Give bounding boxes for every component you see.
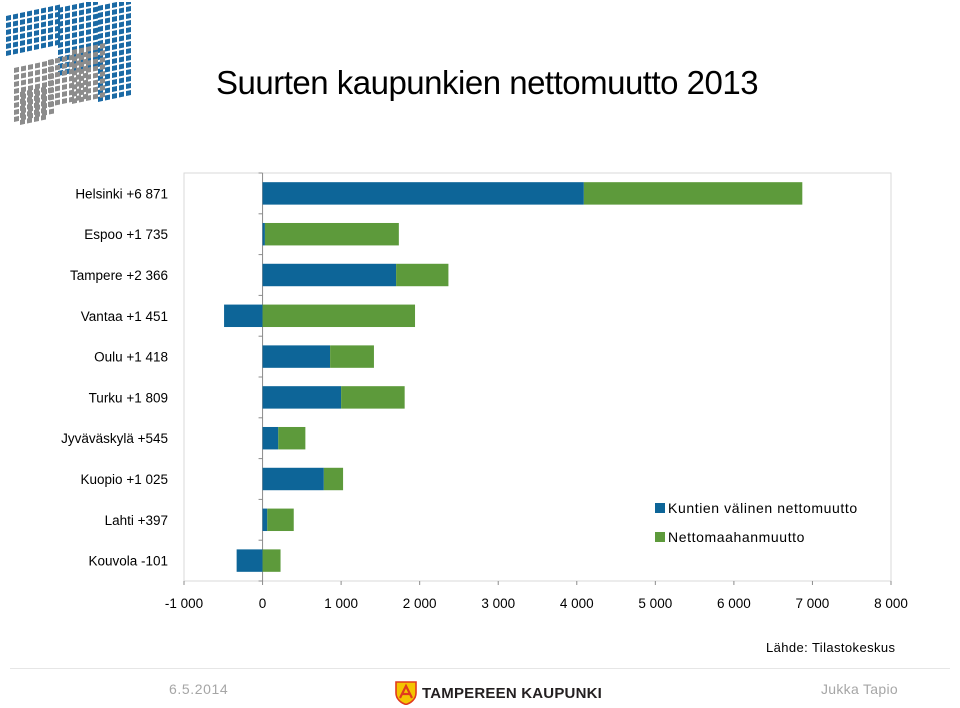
bar-nettomaahanmuutto	[267, 508, 294, 532]
category-label: Jyväväskylä +545	[61, 431, 168, 446]
bar-nettomaahanmuutto	[330, 345, 374, 368]
chart-title: Suurten kaupunkien nettomuutto 2013	[216, 64, 759, 101]
bar-kuntien-valinen	[262, 222, 265, 246]
legend-label: Nettomaahanmuutto	[668, 529, 805, 545]
x-tick-label: 3 000	[481, 596, 515, 611]
x-tick-label: -1 000	[165, 596, 203, 611]
category-label: Tampere +2 366	[70, 268, 168, 283]
x-tick-label: 4 000	[560, 596, 594, 611]
bar-kuntien-valinen	[262, 386, 342, 409]
category-label: Helsinki +6 871	[75, 186, 168, 201]
x-tick-label: 0	[259, 596, 267, 611]
footer-divider	[10, 668, 950, 669]
x-tick-label: 1 000	[324, 596, 358, 611]
legend-label: Kuntien välinen nettomuutto	[668, 500, 858, 516]
footer-date: 6.5.2014	[169, 681, 229, 697]
plot-area	[183, 172, 892, 582]
bar-kuntien-valinen	[262, 263, 397, 287]
x-tick-label: 8 000	[874, 596, 908, 611]
category-label: Lahti +397	[105, 513, 168, 528]
category-label: Oulu +1 418	[94, 350, 168, 365]
bar-nettomaahanmuutto	[262, 549, 281, 572]
bar-nettomaahanmuutto	[341, 386, 405, 409]
bar-kuntien-valinen	[262, 426, 279, 450]
category-label: Turku +1 809	[89, 390, 168, 405]
city-logo: TAMPEREEN KAUPUNKI	[395, 680, 602, 706]
bar-kuntien-valinen	[262, 508, 268, 532]
bar-kuntien-valinen	[262, 182, 584, 205]
bar-nettomaahanmuutto	[583, 182, 803, 205]
footer-author: Jukka Tapio	[821, 681, 898, 697]
bar-kuntien-valinen	[236, 549, 263, 572]
pattern-logo-icon	[6, 0, 131, 125]
x-tick-label: 5 000	[638, 596, 672, 611]
bar-nettomaahanmuutto	[262, 304, 416, 328]
x-tick-label: 7 000	[796, 596, 830, 611]
legend-swatch	[655, 503, 665, 513]
city-name: TAMPEREEN KAUPUNKI	[422, 684, 602, 702]
bar-kuntien-valinen	[224, 304, 263, 328]
bar-nettomaahanmuutto	[323, 467, 344, 491]
category-label: Kouvola -101	[88, 554, 168, 569]
x-tick-label: 2 000	[403, 596, 437, 611]
bar-nettomaahanmuutto	[396, 263, 449, 287]
bar-nettomaahanmuutto	[264, 222, 399, 246]
x-tick-label: 6 000	[717, 596, 751, 611]
bar-chart: Helsinki +6 871 Espoo +1 735 Tampere +2 36…	[61, 172, 908, 611]
bar-kuntien-valinen	[262, 467, 324, 491]
category-label: Espoo +1 735	[84, 227, 168, 242]
category-label: Vantaa +1 451	[81, 309, 168, 324]
category-label: Kuopio +1 025	[81, 472, 168, 487]
source-note: Lähde: Tilastokeskus	[766, 640, 896, 655]
bar-kuntien-valinen	[262, 345, 331, 368]
bar-nettomaahanmuutto	[278, 426, 306, 450]
organization-logo	[2, 0, 138, 140]
legend-swatch	[655, 532, 665, 542]
tampere-city-crest-icon	[395, 681, 417, 705]
